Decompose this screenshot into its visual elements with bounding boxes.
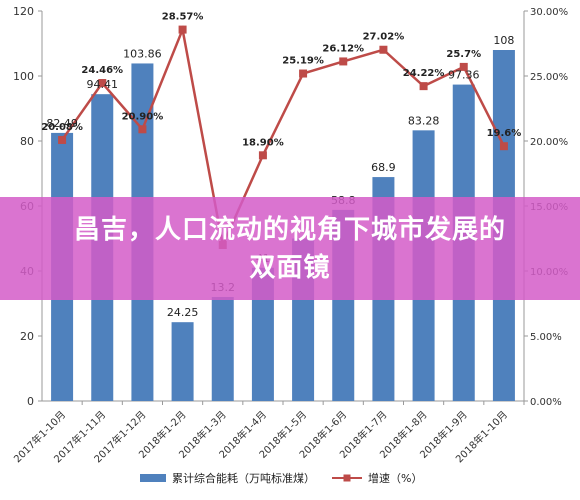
line-point — [58, 135, 67, 144]
growth-value-label: 24.22% — [403, 68, 445, 79]
y-tick-label-left: 0 — [27, 395, 34, 408]
legend: 累计综合能耗（万吨标准煤） 增速（%） — [140, 471, 422, 485]
growth-value-label: 27.02% — [363, 32, 405, 43]
line-point — [339, 57, 348, 66]
legend-bar-label: 累计综合能耗（万吨标准煤） — [172, 471, 315, 485]
line-point — [299, 69, 308, 78]
growth-value-label: 20.08% — [41, 122, 83, 133]
line-point — [499, 142, 508, 151]
y-tick-label-right: 20.00% — [530, 137, 568, 148]
growth-value-label: 19.6% — [487, 128, 522, 139]
bar-value-label: 108 — [493, 34, 514, 47]
bar-value-label: 68.9 — [371, 161, 396, 174]
growth-value-label: 20.90% — [122, 111, 164, 122]
growth-value-label: 24.46% — [81, 65, 123, 76]
bar-value-label: 83.28 — [408, 114, 440, 127]
bar-value-label: 24.25 — [167, 306, 199, 319]
y-tick-label-right: 0.00% — [530, 397, 562, 408]
growth-line — [61, 25, 506, 250]
bar — [211, 297, 234, 401]
y-tick-label-right: 30.00% — [530, 7, 568, 18]
y-tick-label-left: 80 — [20, 135, 34, 148]
bar-value-label: 97.36 — [448, 69, 480, 82]
legend-line-marker — [343, 474, 351, 482]
growth-value-label: 28.57% — [162, 12, 204, 23]
growth-value-label: 26.12% — [322, 43, 364, 54]
bar-value-label: 82.49 — [46, 117, 78, 130]
y-tick-label-right: 5.00% — [530, 332, 562, 343]
y-tick-label-left: 120 — [13, 5, 34, 18]
legend-line-label: 增速（%） — [368, 471, 422, 485]
title-banner: 昌吉，人口流动的视角下城市发展的双面镜 — [0, 197, 580, 300]
bar-value-label: 94.41 — [87, 78, 119, 91]
line-point — [459, 62, 468, 71]
banner-title: 昌吉，人口流动的视角下城市发展的双面镜 — [73, 214, 506, 283]
y-tick-label-right: 25.00% — [530, 72, 568, 83]
line-point — [258, 151, 267, 160]
y-tick-label-left: 100 — [13, 70, 34, 83]
y-tick-label-left: 20 — [20, 330, 34, 343]
legend-bar-swatch — [140, 474, 166, 482]
line-point — [379, 45, 388, 54]
growth-value-label: 25.19% — [282, 56, 324, 67]
growth-value-label: 25.7% — [446, 49, 481, 60]
line-point — [178, 25, 187, 34]
line-point — [138, 125, 147, 134]
growth-value-label: 18.90% — [242, 137, 284, 148]
data-labels: 82.4994.41103.8624.2513.24158.868.983.28… — [41, 12, 521, 320]
bar — [251, 267, 274, 401]
line-point — [98, 79, 107, 88]
bar-value-label: 103.86 — [123, 47, 162, 60]
bar — [171, 322, 194, 401]
line-point — [419, 82, 428, 91]
